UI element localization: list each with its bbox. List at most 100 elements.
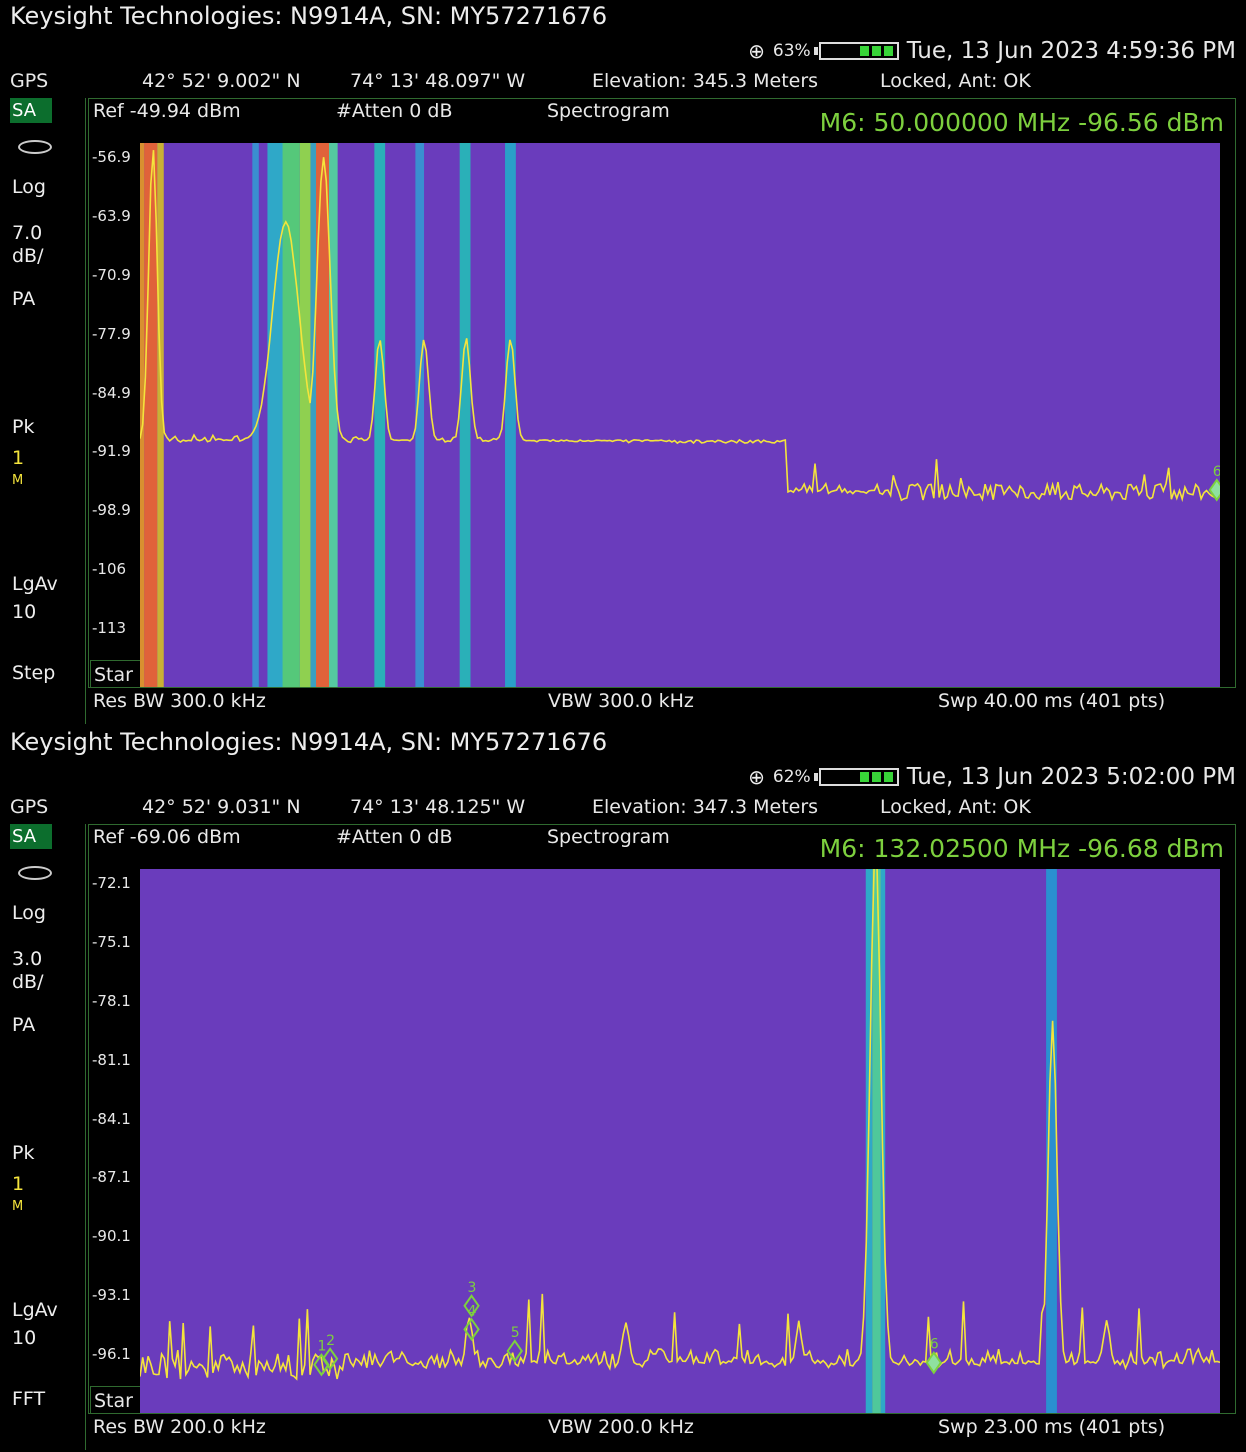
marker-label: 5 (511, 1325, 520, 1341)
spectrogram-band (415, 143, 425, 687)
res-bw: Res BW 200.0 kHz (93, 1416, 266, 1438)
mode-badge[interactable]: SA (10, 98, 52, 123)
y-tick-label: -90.1 (92, 1227, 131, 1246)
lock-status: Locked, Ant: OK (880, 796, 1031, 818)
sweep-mode: Step (12, 662, 56, 684)
y-axis-ticks: -72.1 -75.1 -78.1 -81.1 -84.1 -87.1 -90.1 -93.1… (92, 869, 140, 1413)
y-tick-label: -81.1 (92, 1050, 131, 1069)
display-mode: Spectrogram (547, 100, 670, 122)
spectrogram-band (267, 143, 287, 687)
spectrogram-band (144, 143, 158, 687)
sweep-icon (18, 866, 52, 880)
ref-level: Ref -69.06 dBm (93, 826, 241, 848)
spectrum-svg: 6 (140, 143, 1220, 687)
marker-2: 2 (321, 1333, 339, 1371)
gps-crosshair-icon: ⊕ (748, 765, 765, 789)
instrument-title: Keysight Technologies: N9914A, SN: MY572… (10, 2, 608, 30)
y-tick-label: -75.1 (92, 932, 131, 951)
battery-percent: 62% (772, 767, 811, 787)
marker-label: 3 (468, 1280, 477, 1296)
res-bw: Res BW 300.0 kHz (93, 690, 266, 712)
spectrogram-band (329, 143, 338, 687)
avg-count: 10 (12, 601, 37, 623)
vbw: VBW 200.0 kHz (548, 1416, 694, 1438)
attenuation: #Atten 0 dB (336, 100, 453, 122)
status-bar: ⊕ 62% Tue, 13 Jun 2023 5:02:00 PM (748, 762, 1236, 792)
spectrogram-band (505, 143, 516, 687)
bandwidth-footer: Res BW 200.0 kHz VBW 200.0 kHz Swp 23.00… (0, 1416, 1246, 1448)
y-tick-label: -96.1 (92, 1345, 131, 1364)
preamp: PA (12, 288, 36, 310)
sweep-mode: FFT (12, 1388, 46, 1410)
elevation: Elevation: 345.3 Meters (592, 70, 819, 92)
sweep-time: Swp 40.00 ms (401 pts) (938, 690, 1166, 712)
spectrogram-band (310, 143, 320, 687)
spectrum-plot[interactable]: 6 (140, 143, 1220, 687)
spectrogram-band (252, 143, 259, 687)
marker-1: 1 (313, 1339, 330, 1377)
scale-unit: dB/ (12, 245, 44, 267)
scale-value: 3.0 (12, 948, 43, 970)
marker-label: 6 (930, 1337, 939, 1353)
marker-label: 6 (1213, 464, 1220, 480)
start-freq-label[interactable]: Star (90, 660, 140, 688)
scale-type: Log (12, 176, 46, 198)
avg-type: LgAv (12, 573, 58, 595)
gps-label: GPS (10, 70, 49, 92)
sweep-icon (18, 140, 52, 154)
avg-type: LgAv (12, 1299, 58, 1321)
y-tick-label: -84.1 (92, 1109, 131, 1128)
y-tick-label: -84.9 (92, 383, 131, 402)
left-rail: SA Log 7.0 dB/ PA Pk 1 M LgAv 10 Step (10, 98, 86, 724)
mode-badge[interactable]: SA (10, 824, 52, 849)
y-tick-label: -77.9 (92, 324, 131, 343)
left-rail: SA Log 3.0 dB/ PA Pk 1 M LgAv 10 FFT (10, 824, 86, 1450)
gps-label: GPS (10, 796, 49, 818)
lock-status: Locked, Ant: OK (880, 70, 1031, 92)
marker-diamond (313, 1352, 330, 1377)
marker-diamond (463, 1317, 480, 1342)
ref-level: Ref -49.94 dBm (93, 100, 241, 122)
latitude: 42° 52' 9.002" N (142, 70, 301, 92)
datetime: Tue, 13 Jun 2023 5:02:00 PM (906, 764, 1236, 790)
status-bar: ⊕ 63% Tue, 13 Jun 2023 4:59:36 PM (748, 36, 1236, 66)
y-tick-label: -106 (92, 560, 127, 579)
display-mode: Spectrogram (547, 826, 670, 848)
marker-4: 4 (463, 1303, 480, 1342)
marker-diamond (463, 1294, 480, 1318)
y-tick-label: -91.9 (92, 442, 131, 461)
marker-readout: M6: 50.000000 MHz -96.56 dBm (819, 108, 1224, 137)
gps-crosshair-icon: ⊕ (748, 39, 765, 63)
measurement-header: Ref -49.94 dBm #Atten 0 dB Spectrogram M… (90, 100, 1234, 138)
marker-6: 6 (925, 1337, 943, 1375)
sweep-time: Swp 23.00 ms (401 pts) (938, 1416, 1166, 1438)
y-tick-label: -72.1 (92, 873, 131, 892)
y-tick-label: -87.1 (92, 1168, 131, 1187)
preamp: PA (12, 1014, 36, 1036)
marker-readout: M6: 132.02500 MHz -96.68 dBm (819, 834, 1224, 863)
spectrogram-band (459, 143, 471, 687)
battery-icon (813, 42, 899, 60)
instrument-title: Keysight Technologies: N9914A, SN: MY572… (10, 728, 608, 756)
y-tick-label: -56.9 (92, 147, 131, 166)
analyzer-panel-top: Keysight Technologies: N9914A, SN: MY572… (10, 2, 1236, 724)
y-tick-label: -63.9 (92, 206, 131, 225)
elevation: Elevation: 347.3 Meters (592, 796, 819, 818)
y-tick-label: -78.1 (92, 991, 131, 1010)
marker-6: 6 (1208, 464, 1220, 502)
latitude: 42° 52' 9.031" N (142, 796, 301, 818)
start-freq-label[interactable]: Star (90, 1386, 140, 1414)
trace-mode: M (12, 473, 24, 488)
attenuation: #Atten 0 dB (336, 826, 453, 848)
marker-label: 2 (326, 1333, 335, 1349)
trace-number: 1 (12, 1173, 25, 1195)
marker-label: 4 (468, 1303, 477, 1319)
datetime: Tue, 13 Jun 2023 4:59:36 PM (906, 38, 1236, 64)
y-axis-ticks: -56.9 -63.9 -70.9 -77.9 -84.9 -91.9 -98.9 -106 -… (92, 143, 140, 687)
spectrogram-band (299, 143, 311, 687)
scale-type: Log (12, 902, 46, 924)
trace-line (140, 869, 1220, 1381)
vbw: VBW 300.0 kHz (548, 690, 694, 712)
marker-diamond (925, 1350, 943, 1375)
